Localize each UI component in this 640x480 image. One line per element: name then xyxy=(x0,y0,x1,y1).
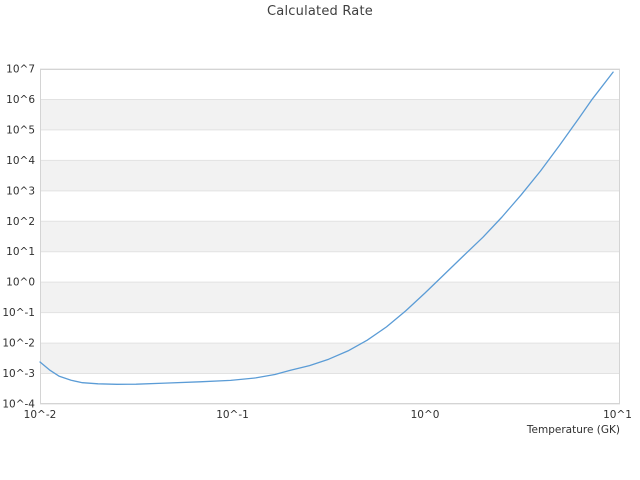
x-tick-label: 10^1 xyxy=(603,409,632,421)
y-tick-label: 10^6 xyxy=(6,94,35,106)
y-tick-label: 10^-1 xyxy=(2,307,35,319)
y-tick-label: 10^2 xyxy=(6,216,35,228)
plot-band xyxy=(40,221,620,252)
y-tick-label: 10^0 xyxy=(6,277,35,289)
plot-band xyxy=(40,69,620,100)
x-tick-label: 10^-2 xyxy=(24,409,57,421)
plot-band xyxy=(40,99,620,130)
y-tick-label: 10^3 xyxy=(6,185,35,197)
plot-band xyxy=(40,190,620,222)
y-tick-label: 10^-2 xyxy=(2,338,35,350)
rate-line xyxy=(39,71,614,385)
y-tick-label: 10^5 xyxy=(6,124,35,136)
plot-band xyxy=(40,129,620,161)
x-axis-label: Temperature (GK) xyxy=(526,424,620,436)
plot-band xyxy=(40,251,620,283)
y-tick-label: 10^-3 xyxy=(2,368,35,380)
x-tick-label: 10^-1 xyxy=(216,409,249,421)
plot-border xyxy=(40,69,620,404)
y-tick-label: 10^4 xyxy=(6,155,35,167)
chart-title: Calculated Rate xyxy=(267,4,373,19)
x-tick-label: 10^0 xyxy=(411,409,440,421)
plot-band xyxy=(40,282,620,313)
plot-band xyxy=(40,373,620,404)
y-tick-label: 10^7 xyxy=(6,64,35,76)
y-tick-label: 10^1 xyxy=(6,246,35,258)
plot-band xyxy=(40,312,620,344)
plot-band xyxy=(40,160,620,191)
y-tick-label: 10^-4 xyxy=(2,399,35,411)
